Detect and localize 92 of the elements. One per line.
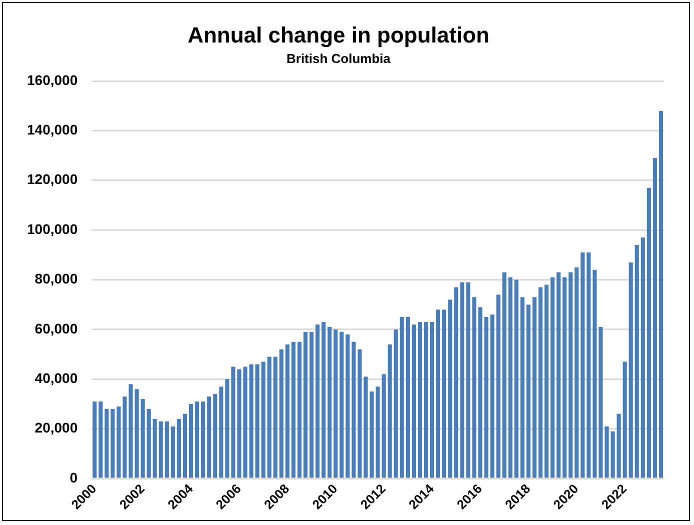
bar (334, 329, 338, 478)
y-tick-label: 80,000 (34, 270, 78, 287)
bar (652, 158, 657, 478)
bar (466, 282, 470, 478)
bar (442, 310, 446, 478)
y-tick-label: 160,000 (26, 72, 78, 88)
bar (574, 267, 579, 478)
bar (568, 272, 573, 478)
bar (322, 322, 326, 478)
bar (544, 284, 549, 478)
bar (158, 421, 163, 478)
bar (98, 402, 103, 478)
bar (195, 402, 200, 478)
y-tick-label: 40,000 (34, 370, 78, 386)
bar (400, 317, 404, 478)
bar (610, 431, 615, 478)
bar (352, 342, 356, 478)
bar (376, 386, 380, 478)
bar (382, 374, 386, 478)
bar (418, 322, 422, 478)
bar (556, 272, 561, 478)
bar (580, 252, 585, 478)
bar (255, 364, 260, 478)
bar (297, 342, 302, 478)
bar (562, 277, 567, 478)
bar (448, 300, 452, 478)
bar (279, 349, 284, 478)
chart-subtitle: British Columbia (286, 50, 392, 66)
bar (388, 344, 392, 478)
bar (538, 287, 543, 478)
bar (267, 356, 272, 478)
y-tick-label: 60,000 (34, 320, 78, 336)
bar (496, 294, 500, 478)
bar (526, 304, 530, 478)
bar (550, 277, 555, 478)
bar (460, 282, 464, 478)
bar (586, 252, 591, 478)
bar (309, 332, 314, 478)
bar (219, 386, 224, 478)
bar (140, 399, 145, 478)
bar (188, 404, 194, 478)
bar (424, 322, 428, 478)
bar (152, 418, 157, 478)
bar (532, 297, 536, 478)
bar (110, 408, 115, 478)
bar (646, 188, 651, 478)
y-tick-label: 20,000 (34, 420, 78, 436)
bar (134, 389, 139, 478)
bar (231, 366, 236, 478)
bar (430, 322, 434, 478)
bar (436, 310, 440, 478)
bar (520, 297, 524, 478)
bar (182, 414, 188, 478)
bar (164, 421, 169, 478)
bar (201, 402, 206, 478)
bar (592, 270, 597, 478)
bar (640, 238, 645, 478)
bar (346, 334, 350, 478)
bar (261, 362, 266, 478)
bar (176, 418, 182, 478)
bar (207, 396, 212, 478)
bar (502, 272, 506, 478)
bar (104, 408, 109, 478)
bar (616, 414, 621, 478)
bar (291, 342, 296, 478)
bar (634, 244, 639, 478)
bar (273, 356, 278, 478)
bar (340, 332, 344, 478)
bar (225, 379, 230, 478)
bar (303, 332, 308, 478)
bar (514, 280, 518, 478)
bar (406, 317, 410, 478)
bar (328, 326, 332, 478)
bar (146, 408, 151, 478)
bar (412, 324, 416, 478)
bar (622, 362, 627, 478)
chart-title: Annual change in population (188, 22, 490, 48)
bar (658, 110, 664, 478)
bar (92, 402, 97, 478)
y-tick-label: 100,000 (26, 220, 78, 237)
bar (170, 426, 175, 478)
y-tick-label: 140,000 (26, 122, 78, 138)
bar (316, 324, 320, 478)
bar (285, 344, 290, 478)
bar (213, 394, 218, 478)
y-tick-label: 120,000 (26, 171, 78, 188)
bar (394, 329, 398, 478)
bar (454, 287, 458, 478)
bar (472, 297, 476, 478)
bar (628, 262, 633, 478)
bar (508, 277, 512, 478)
y-tick-label: 0 (70, 469, 78, 486)
